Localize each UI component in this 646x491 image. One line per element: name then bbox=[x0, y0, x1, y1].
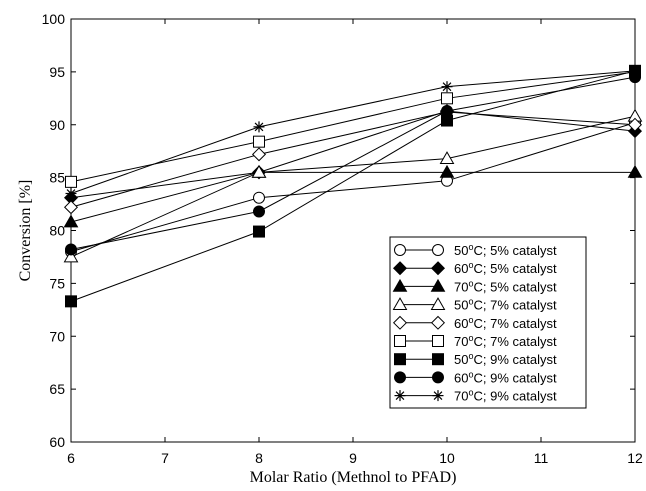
series-line bbox=[70, 111, 636, 208]
legend-label: 70oC; 5% catalyst bbox=[454, 278, 557, 294]
legend-marker bbox=[432, 371, 444, 384]
legend-label: 60oC; 5% catalyst bbox=[454, 260, 557, 276]
series-3 bbox=[63, 164, 643, 228]
legend-entry: 50oC; 5% catalyst bbox=[394, 242, 557, 258]
legend-label: 50oC; 5% catalyst bbox=[454, 242, 557, 258]
legend-entry: 50oC; 7% catalyst bbox=[392, 297, 557, 313]
series-line bbox=[70, 70, 636, 302]
series-5 bbox=[63, 105, 643, 215]
legend: 50oC; 5% catalyst 60oC; 5% catalyst 70oC; … bbox=[389, 236, 587, 409]
legend-marker bbox=[430, 315, 446, 330]
x-tick-label: 6 bbox=[67, 450, 75, 466]
series-9 bbox=[65, 65, 641, 199]
legend-marker bbox=[432, 390, 444, 402]
legend-marker bbox=[392, 278, 408, 292]
data-point bbox=[251, 147, 267, 162]
y-tick-label: 60 bbox=[49, 434, 65, 450]
legend-label: 50oC; 7% catalyst bbox=[454, 297, 557, 313]
legend-entry: 50oC; 9% catalyst bbox=[394, 351, 557, 367]
series-line bbox=[70, 71, 636, 183]
y-tick-label: 100 bbox=[42, 11, 66, 27]
series-8 bbox=[65, 71, 641, 256]
legend-entry: 70oC; 5% catalyst bbox=[392, 278, 557, 294]
y-axis-title: Conversion [%] bbox=[17, 180, 34, 282]
legend-marker bbox=[392, 315, 408, 330]
x-tick-label: 7 bbox=[161, 450, 169, 466]
data-point bbox=[441, 105, 453, 118]
legend-marker bbox=[432, 244, 444, 256]
data-point bbox=[63, 214, 79, 228]
legend-entry: 60oC; 9% catalyst bbox=[394, 369, 557, 385]
y-tick-label: 65 bbox=[49, 381, 65, 397]
legend-marker bbox=[430, 261, 446, 276]
legend-marker bbox=[394, 353, 406, 366]
legend-marker bbox=[392, 297, 408, 310]
series-line bbox=[70, 70, 636, 194]
x-tick-label: 8 bbox=[255, 450, 263, 466]
legend-entry: 70oC; 7% catalyst bbox=[394, 333, 557, 349]
data-point bbox=[627, 117, 643, 132]
data-point bbox=[251, 164, 267, 178]
legend-marker bbox=[394, 335, 406, 347]
series-line bbox=[70, 122, 636, 253]
y-tick-label: 95 bbox=[49, 64, 65, 80]
data-point bbox=[65, 295, 77, 308]
data-point bbox=[63, 249, 79, 263]
data-point bbox=[253, 191, 265, 204]
y-tick-label: 80 bbox=[49, 223, 65, 239]
data-point bbox=[63, 200, 79, 215]
data-point bbox=[439, 164, 455, 178]
data-point bbox=[65, 175, 77, 188]
legend-marker bbox=[392, 261, 408, 276]
legend-label: 70oC; 9% catalyst bbox=[454, 388, 557, 404]
data-point bbox=[629, 65, 641, 77]
data-point bbox=[253, 121, 265, 133]
series-line bbox=[70, 110, 636, 199]
legend-marker bbox=[394, 371, 406, 384]
data-point bbox=[439, 151, 455, 164]
x-axis-title: Molar Ratio (Methnol to PFAD) bbox=[250, 469, 457, 486]
legend-entry: 70oC; 9% catalyst bbox=[394, 388, 557, 404]
axes: 6 7 8 9 10 11 12 60 65 70 75 80 85 90 95 100 bbox=[42, 11, 643, 466]
legend-marker bbox=[430, 297, 446, 310]
series-line bbox=[70, 171, 635, 223]
legend-marker bbox=[430, 278, 446, 292]
data-point bbox=[441, 92, 453, 105]
data-point bbox=[253, 205, 265, 218]
data-point bbox=[627, 164, 643, 178]
y-tick-label: 85 bbox=[49, 170, 65, 186]
y-tick-label: 75 bbox=[49, 275, 65, 291]
series-4 bbox=[63, 108, 643, 263]
legend-label: 60oC; 9% catalyst bbox=[454, 369, 557, 385]
data-point bbox=[253, 225, 265, 238]
series-line bbox=[70, 115, 636, 258]
y-tick-label: 70 bbox=[49, 328, 65, 344]
legend-label: 60oC; 7% catalyst bbox=[454, 315, 557, 331]
y-tick-label: 90 bbox=[49, 117, 65, 133]
x-tick-label: 9 bbox=[349, 450, 357, 466]
legend-entry: 60oC; 7% catalyst bbox=[392, 315, 557, 331]
legend-entry: 60oC; 5% catalyst bbox=[392, 260, 557, 276]
data-point bbox=[65, 243, 77, 256]
data-point bbox=[441, 81, 453, 93]
legend-marker bbox=[432, 353, 444, 366]
x-tick-label: 11 bbox=[534, 450, 549, 466]
legend-label: 70oC; 7% catalyst bbox=[454, 333, 557, 349]
x-tick-label: 12 bbox=[627, 450, 643, 466]
legend-marker bbox=[432, 335, 444, 347]
x-tick-label: 10 bbox=[439, 450, 455, 466]
data-point bbox=[253, 135, 265, 148]
series-line bbox=[70, 76, 636, 251]
data-point bbox=[65, 187, 77, 199]
legend-marker bbox=[394, 390, 406, 402]
series-layer bbox=[63, 64, 643, 308]
legend-label: 50oC; 9% catalyst bbox=[454, 351, 557, 367]
series-6 bbox=[65, 65, 641, 188]
legend-marker bbox=[394, 244, 406, 256]
